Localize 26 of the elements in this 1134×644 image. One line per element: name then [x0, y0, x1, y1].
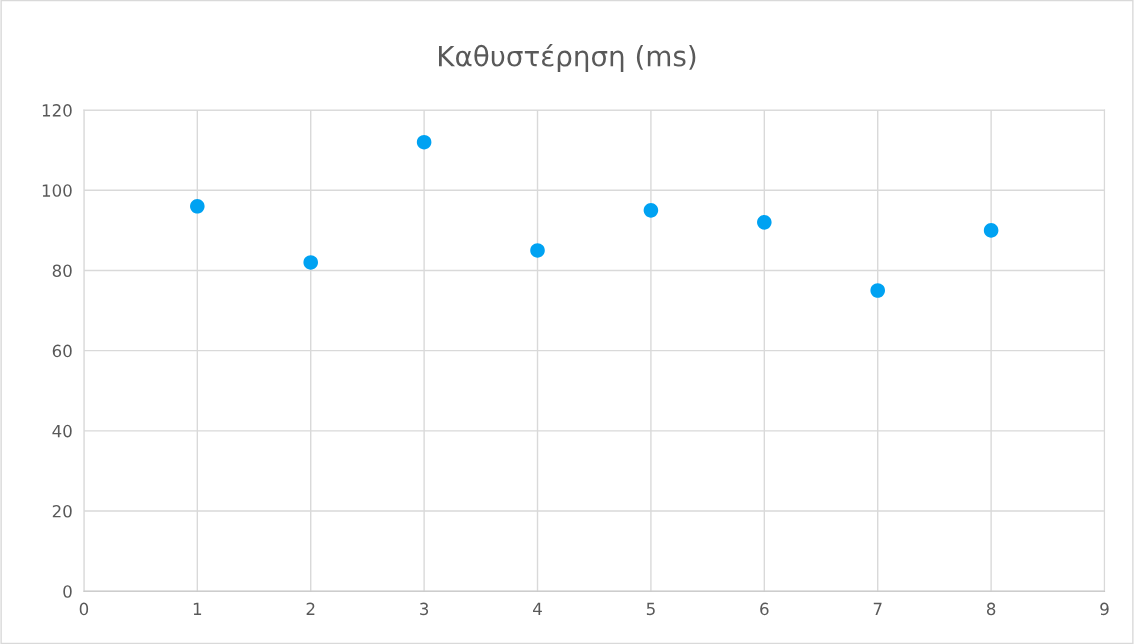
x-tick-label: 6: [760, 602, 769, 616]
x-tick-label: 5: [646, 602, 655, 616]
x-tick-label: 3: [420, 602, 429, 616]
point: [190, 199, 205, 214]
y-tick-label: 20: [52, 504, 72, 518]
y-tick-label: 100: [42, 184, 72, 197]
point: [303, 255, 318, 270]
y-tick-label: 40: [52, 424, 72, 438]
x-tick-label: 8: [986, 602, 996, 616]
point: [757, 215, 772, 230]
x-tick-label: 0: [79, 602, 89, 616]
point: [416, 134, 432, 150]
y-tick-label: 80: [52, 264, 72, 278]
x-tick-label: 1: [193, 602, 202, 615]
x-tick-label: 9: [1100, 602, 1109, 616]
x-tick-label: 4: [533, 602, 542, 615]
point: [983, 223, 999, 238]
point: [643, 203, 659, 218]
chart-title: Καθυστέρηση (ms): [439, 43, 696, 72]
point: [870, 283, 885, 298]
point: [530, 243, 545, 258]
y-tick-label: 0: [63, 585, 72, 598]
y-tick-label: 120: [42, 104, 72, 117]
x-tick-label: 2: [306, 602, 315, 615]
y-tick-label: 60: [52, 344, 72, 358]
x-tick-label: 7: [873, 602, 882, 615]
